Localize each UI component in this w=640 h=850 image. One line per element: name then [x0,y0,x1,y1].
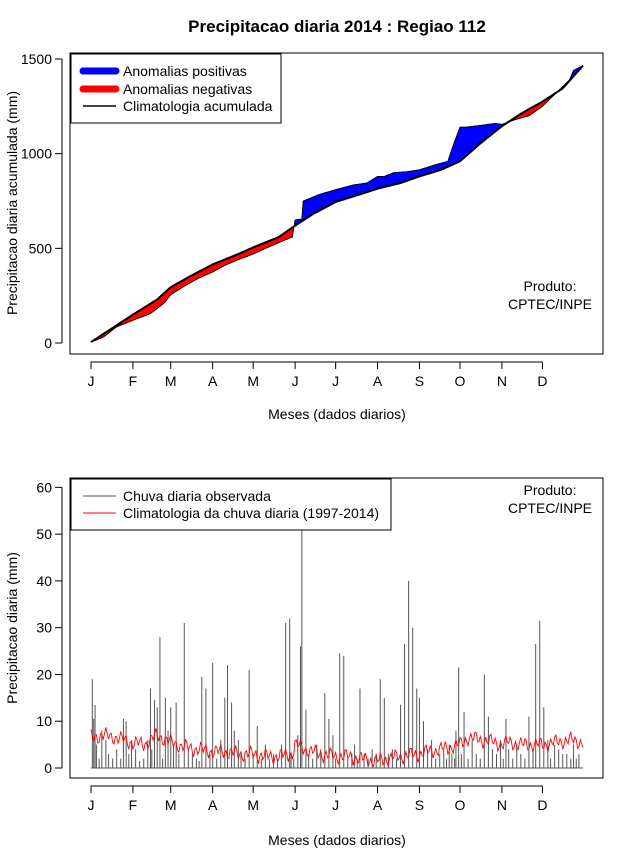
x-tick-label: A [373,373,383,389]
y-tick-label: 0 [44,335,52,351]
top-note-line-2: CPTEC/INPE [508,296,592,312]
x-tick-label: J [88,373,95,389]
y-tick-label: 50 [36,526,52,542]
top-y-axis-label: Precipitacao diaria acumulada (mm) [4,91,20,315]
observed-cumulative-line [90,65,584,343]
climatology-cumulative-line [90,64,584,343]
x-tick-label: A [208,373,218,389]
x-tick-label: F [129,797,138,813]
bottom-note-line-1: Produto: [524,482,577,498]
bottom-y-axis: 0 10 20 30 40 50 60 [36,479,63,776]
x-tick-label: M [247,797,259,813]
top-plot-box [69,52,604,355]
x-tick-label: J [332,373,339,389]
legend-label-climatology: Climatologia acumulada [123,98,273,114]
y-tick-label: 0 [44,760,52,776]
bottom-x-axis-label: Meses (dados diarios) [268,832,406,848]
x-tick-label: N [497,797,507,813]
daily-rain-bars [91,510,583,769]
x-tick-label: F [129,373,138,389]
legend-label-negative: Anomalias negativas [123,81,252,97]
x-tick-label: S [415,373,424,389]
x-tick-label: M [247,373,259,389]
y-tick-label: 60 [36,479,52,495]
x-tick-label: O [455,797,466,813]
y-tick-label: 30 [36,620,52,636]
bottom-panel: J F M A M J J A S O N D 0 10 20 30 40 50 60 Meses (dados … [4,477,604,848]
top-x-axis-label: Meses (dados diarios) [268,406,406,422]
x-tick-label: D [537,797,547,813]
legend-label-observed: Chuva diaria observada [123,488,271,504]
y-tick-label: 10 [36,713,52,729]
x-tick-label: J [292,373,299,389]
x-tick-label: J [292,797,299,813]
daily-climatology-line [90,727,584,768]
x-tick-label: J [88,797,95,813]
x-tick-label: D [537,373,547,389]
y-tick-label: 40 [36,573,52,589]
legend-label-positive: Anomalias positivas [123,63,247,79]
y-tick-label: 500 [29,240,53,256]
x-tick-label: M [165,797,177,813]
legend-label-daily-climatology: Climatologia da chuva diaria (1997-2014) [123,505,379,521]
top-panel: J F M A M J J A S O N D 0 500 1000 1500 Meses (dados d… [4,51,604,422]
positive-anomaly-area [294,121,509,227]
y-tick-label: 20 [36,666,52,682]
top-legend: Anomalias positivas Anomalias negativas … [70,53,282,124]
bottom-y-axis-label: Precipitacao diaria (mm) [4,552,20,704]
bottom-legend: Chuva diaria observada Climatologia da c… [70,478,392,531]
bottom-note-line-2: CPTEC/INPE [508,500,592,516]
x-tick-label: A [373,797,383,813]
x-tick-label: J [332,797,339,813]
bottom-plot-box [69,477,604,779]
x-tick-label: S [415,797,424,813]
x-tick-label: N [497,373,507,389]
x-tick-label: M [165,373,177,389]
x-tick-label: O [455,373,466,389]
chart-title: Precipitacao diaria 2014 : Regiao 112 [188,17,486,36]
y-tick-label: 1000 [21,146,52,162]
bottom-legend-box [70,478,392,531]
x-tick-label: A [208,797,218,813]
top-note-line-1: Produto: [524,278,577,294]
top-y-axis: 0 500 1000 1500 [21,51,63,351]
y-tick-label: 1500 [21,51,52,67]
